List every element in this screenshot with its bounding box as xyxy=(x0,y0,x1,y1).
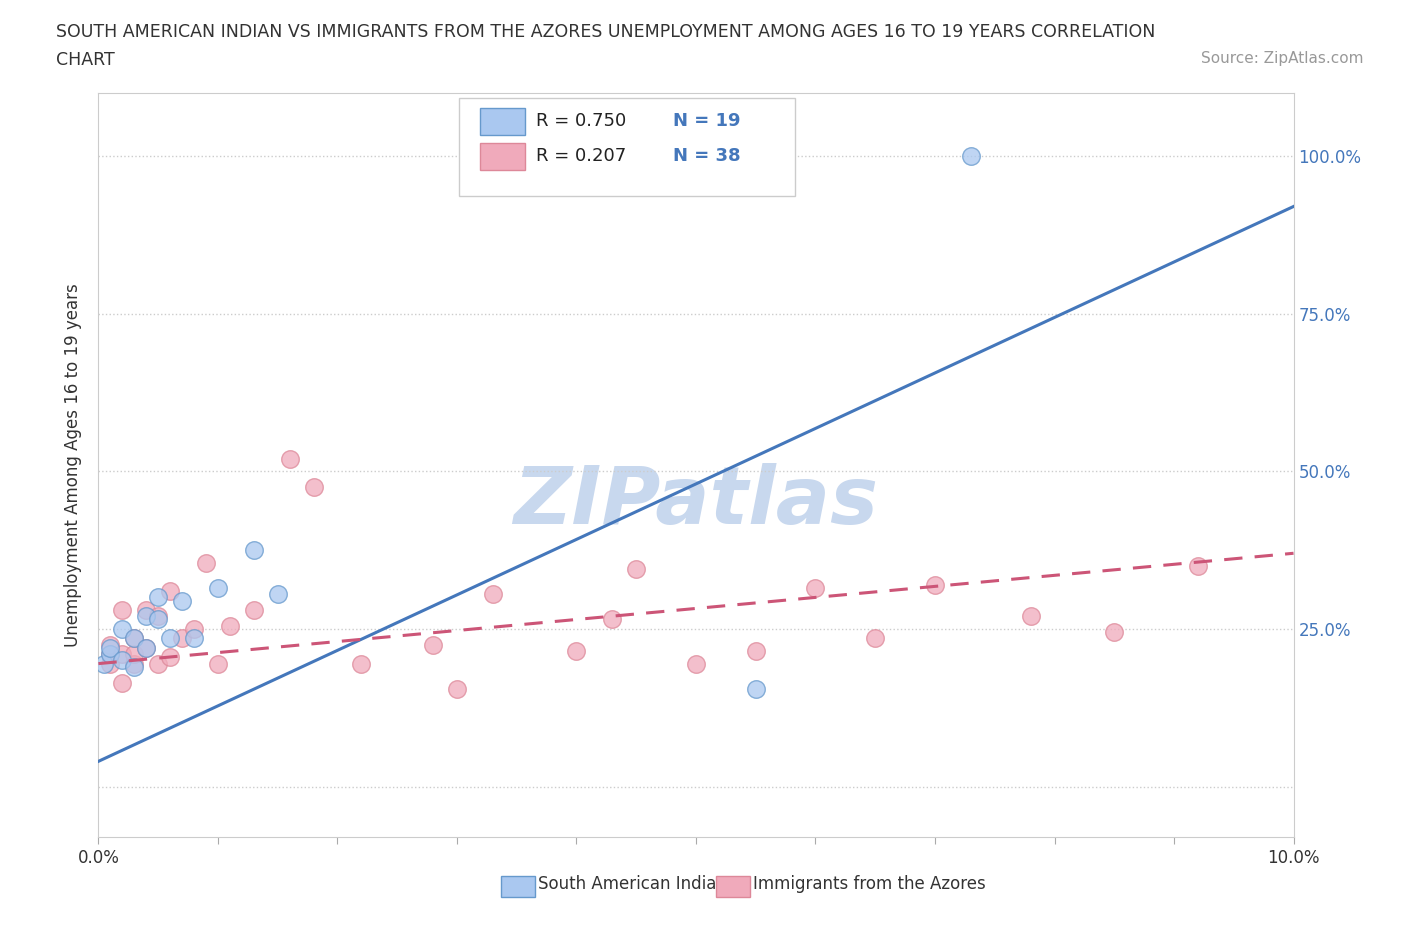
Point xyxy=(924,578,946,592)
Text: ZIPatlas: ZIPatlas xyxy=(513,463,879,541)
Point xyxy=(111,603,134,618)
Point xyxy=(148,657,170,671)
Text: R = 0.750: R = 0.750 xyxy=(536,113,626,130)
Point xyxy=(124,657,146,671)
Point xyxy=(602,612,624,627)
Point xyxy=(100,646,122,661)
Text: N = 38: N = 38 xyxy=(673,147,741,166)
Point xyxy=(745,644,768,658)
Text: CHART: CHART xyxy=(56,51,115,69)
FancyBboxPatch shape xyxy=(460,99,796,195)
Point xyxy=(159,650,181,665)
Point xyxy=(626,562,648,577)
Point xyxy=(183,631,205,645)
FancyBboxPatch shape xyxy=(501,876,534,897)
Point xyxy=(183,621,205,636)
Point xyxy=(865,631,887,645)
FancyBboxPatch shape xyxy=(479,143,524,169)
Point xyxy=(111,646,134,661)
Text: Source: ZipAtlas.com: Source: ZipAtlas.com xyxy=(1201,51,1364,66)
Text: South American Indians: South American Indians xyxy=(538,875,735,893)
Point xyxy=(148,612,170,627)
Point xyxy=(804,580,827,595)
Point xyxy=(135,641,157,656)
Point xyxy=(481,587,505,602)
Point xyxy=(124,659,146,674)
Text: SOUTH AMERICAN INDIAN VS IMMIGRANTS FROM THE AZORES UNEMPLOYMENT AMONG AGES 16 T: SOUTH AMERICAN INDIAN VS IMMIGRANTS FROM… xyxy=(56,23,1156,41)
FancyBboxPatch shape xyxy=(479,108,524,135)
Point xyxy=(243,543,266,558)
Point xyxy=(565,644,588,658)
Point xyxy=(111,621,134,636)
FancyBboxPatch shape xyxy=(716,876,749,897)
Text: Immigrants from the Azores: Immigrants from the Azores xyxy=(754,875,986,893)
Point xyxy=(135,603,157,618)
Point xyxy=(148,609,170,624)
Text: N = 19: N = 19 xyxy=(673,113,741,130)
Y-axis label: Unemployment Among Ages 16 to 19 years: Unemployment Among Ages 16 to 19 years xyxy=(65,283,83,647)
Point xyxy=(219,618,242,633)
Point xyxy=(1187,558,1209,573)
Point xyxy=(207,657,229,671)
Point xyxy=(350,657,373,671)
Point xyxy=(124,631,146,645)
Point xyxy=(111,653,134,668)
Point xyxy=(1104,625,1126,640)
Point xyxy=(93,657,115,671)
Point xyxy=(207,580,229,595)
Point xyxy=(278,451,301,466)
Point xyxy=(124,631,146,645)
Point xyxy=(100,646,122,661)
Point xyxy=(745,682,768,697)
Point xyxy=(195,555,218,570)
Point xyxy=(159,631,181,645)
Point xyxy=(1019,609,1042,624)
Point xyxy=(111,675,134,690)
Point xyxy=(302,480,325,495)
Point xyxy=(135,609,157,624)
Point xyxy=(100,657,122,671)
Point xyxy=(124,646,146,661)
Point xyxy=(422,637,444,652)
Point xyxy=(148,590,170,604)
Point xyxy=(243,603,266,618)
Point xyxy=(267,587,290,602)
Text: R = 0.207: R = 0.207 xyxy=(536,147,626,166)
Point xyxy=(159,584,181,599)
Point xyxy=(172,593,194,608)
Point xyxy=(100,637,122,652)
Point xyxy=(172,631,194,645)
Point xyxy=(685,657,707,671)
Point xyxy=(135,641,157,656)
Point xyxy=(960,149,983,164)
Point xyxy=(100,641,122,656)
Point xyxy=(446,682,468,697)
